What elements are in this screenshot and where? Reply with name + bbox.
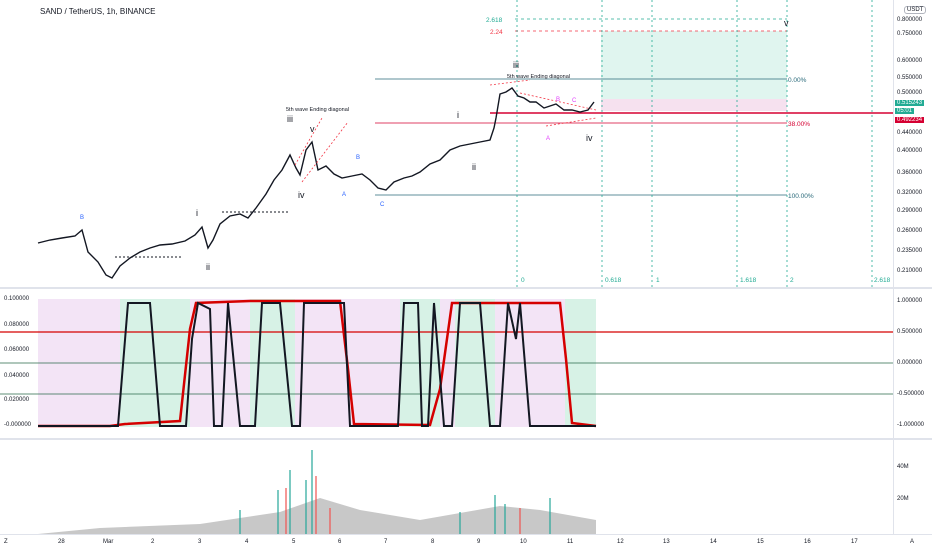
oscillator-pane[interactable]: 0.100000 0.080000 0.060000 0.040000 0.02… [0, 289, 932, 438]
fib-224-label: 2.24 [490, 29, 503, 36]
osc-left-tick: 0.080000 [4, 322, 30, 328]
osc-right-tick: 1.000000 [897, 298, 923, 304]
osc-left-tick: 0.060000 [4, 347, 30, 353]
fib-ext-zone-upper [601, 31, 787, 99]
wave-B-right: B [556, 97, 560, 103]
volume-pane[interactable]: 40M 20M [0, 440, 932, 534]
volume-bars [239, 450, 551, 534]
time-tick: 5 [292, 539, 296, 545]
time-fib-1618: 1.618 [740, 277, 757, 284]
last-price-tag: 0.515243 [895, 100, 925, 106]
volume-axis[interactable] [893, 440, 932, 534]
fib-100-label: 100.00% [788, 193, 814, 200]
price-tick: 0.400000 [897, 148, 923, 154]
time-tick: 7 [384, 539, 388, 545]
price-tick: 0.235000 [897, 248, 923, 254]
price-chart-canvas[interactable]: 5th wave Ending diagonal 5th wave Ending… [0, 0, 893, 287]
time-fib-2618: 2.618 [874, 277, 891, 284]
price-tick: 0.500000 [897, 90, 923, 96]
time-fib-0: 0 [521, 277, 525, 284]
osc-right-tick: -0.500000 [897, 391, 925, 397]
wave-iv-left: iv [298, 190, 305, 200]
time-tick: 28 [58, 539, 65, 545]
osc-left-tick: 0.100000 [4, 296, 30, 302]
time-tick: 17 [851, 539, 858, 545]
wave-v-right: v [784, 18, 789, 28]
time-tick: 10 [520, 539, 527, 545]
volume-tick: 20M [897, 496, 909, 502]
wave-iii-right: iii [513, 60, 519, 70]
price-tick: 0.600000 [897, 58, 923, 64]
price-tick: 0.210000 [897, 268, 923, 274]
time-tick: 14 [710, 539, 717, 545]
price-axis[interactable] [893, 0, 932, 287]
wave-B-left: B [356, 155, 360, 161]
left-diagonal-label: 5th wave Ending diagonal [286, 107, 349, 113]
wave-C-left: C [380, 202, 385, 208]
wave-iii-left: iii [287, 114, 293, 124]
fib-2618-label: 2.618 [486, 17, 503, 24]
time-tick: 12 [617, 539, 624, 545]
price-tick: 0.800000 [897, 17, 923, 23]
price-tick: 0.440000 [897, 130, 923, 136]
pane-separator[interactable] [0, 287, 932, 289]
time-tick: 11 [567, 539, 574, 545]
wave-ii-right: ii [472, 162, 476, 172]
price-tick: 0.360000 [897, 170, 923, 176]
time-tick: 3 [198, 539, 202, 545]
osc-right-tick: 0.500000 [897, 329, 923, 335]
osc-left-tick: -0.000000 [4, 422, 32, 428]
osc-left-tick: 0.020000 [4, 397, 30, 403]
fib-0-label: 0.00% [788, 77, 807, 84]
oscillator-axis[interactable] [893, 289, 932, 438]
wave-B-far-left: B [80, 215, 84, 221]
price-chart-pane[interactable]: 5th wave Ending diagonal 5th wave Ending… [0, 0, 932, 287]
wave-A-left: A [342, 192, 346, 198]
wave-i-right: i [457, 110, 459, 120]
time-tick: 9 [477, 539, 481, 545]
time-tick: 13 [663, 539, 670, 545]
pane-separator[interactable] [0, 438, 932, 440]
price-tick: 0.750000 [897, 31, 923, 37]
time-tick: 8 [431, 539, 435, 545]
time-axis[interactable]: Z 28 Mar 2 3 4 5 6 7 8 9 10 11 12 13 14 … [0, 534, 932, 551]
auto-scale-button[interactable]: A [910, 539, 915, 545]
countdown-tag: 05:01 [895, 108, 915, 114]
time-tick: 6 [338, 539, 342, 545]
osc-right-tick: 0.000000 [897, 360, 923, 366]
time-tick: Z [4, 539, 8, 545]
price-tick: 0.550000 [897, 75, 923, 81]
currency-selector[interactable]: USDT [904, 6, 927, 14]
price-tick: 0.320000 [897, 190, 923, 196]
time-fib-2: 2 [790, 277, 794, 284]
wave-v-left: v [310, 124, 315, 134]
wave-C-right: C [572, 98, 577, 104]
wave-i-left: i [196, 208, 198, 218]
wave-iv-right: iv [586, 133, 593, 143]
time-tick: 2 [151, 539, 155, 545]
wave-A-right: A [546, 136, 550, 142]
wave-ii-left: ii [206, 262, 210, 272]
osc-right-tick: -1.000000 [897, 422, 925, 428]
symbol-title: SAND / TetherUS, 1h, BINANCE [40, 7, 156, 16]
osc-left-tick: 0.040000 [4, 373, 30, 379]
fib-ext-zone-lower [601, 99, 787, 111]
volume-canvas[interactable] [0, 440, 893, 534]
time-fib-1: 1 [656, 277, 660, 284]
time-fib-0618: 0.618 [605, 277, 622, 284]
time-tick: 16 [804, 539, 811, 545]
oscillator-canvas[interactable] [0, 289, 893, 438]
time-tick: 4 [245, 539, 249, 545]
time-tick: 15 [757, 539, 764, 545]
volume-tick: 40M [897, 464, 909, 470]
oscillator-black-line [38, 301, 596, 427]
right-diagonal-label: 5th wave Ending diagonal [507, 74, 570, 80]
price-tick: 0.260000 [897, 228, 923, 234]
price-series [37, 87, 595, 279]
fib-38-label: 38.00% [788, 121, 810, 128]
price-tick: 0.290000 [897, 208, 923, 214]
time-tick: Mar [103, 539, 114, 545]
red-line-tag: 0.492234 [895, 117, 925, 123]
